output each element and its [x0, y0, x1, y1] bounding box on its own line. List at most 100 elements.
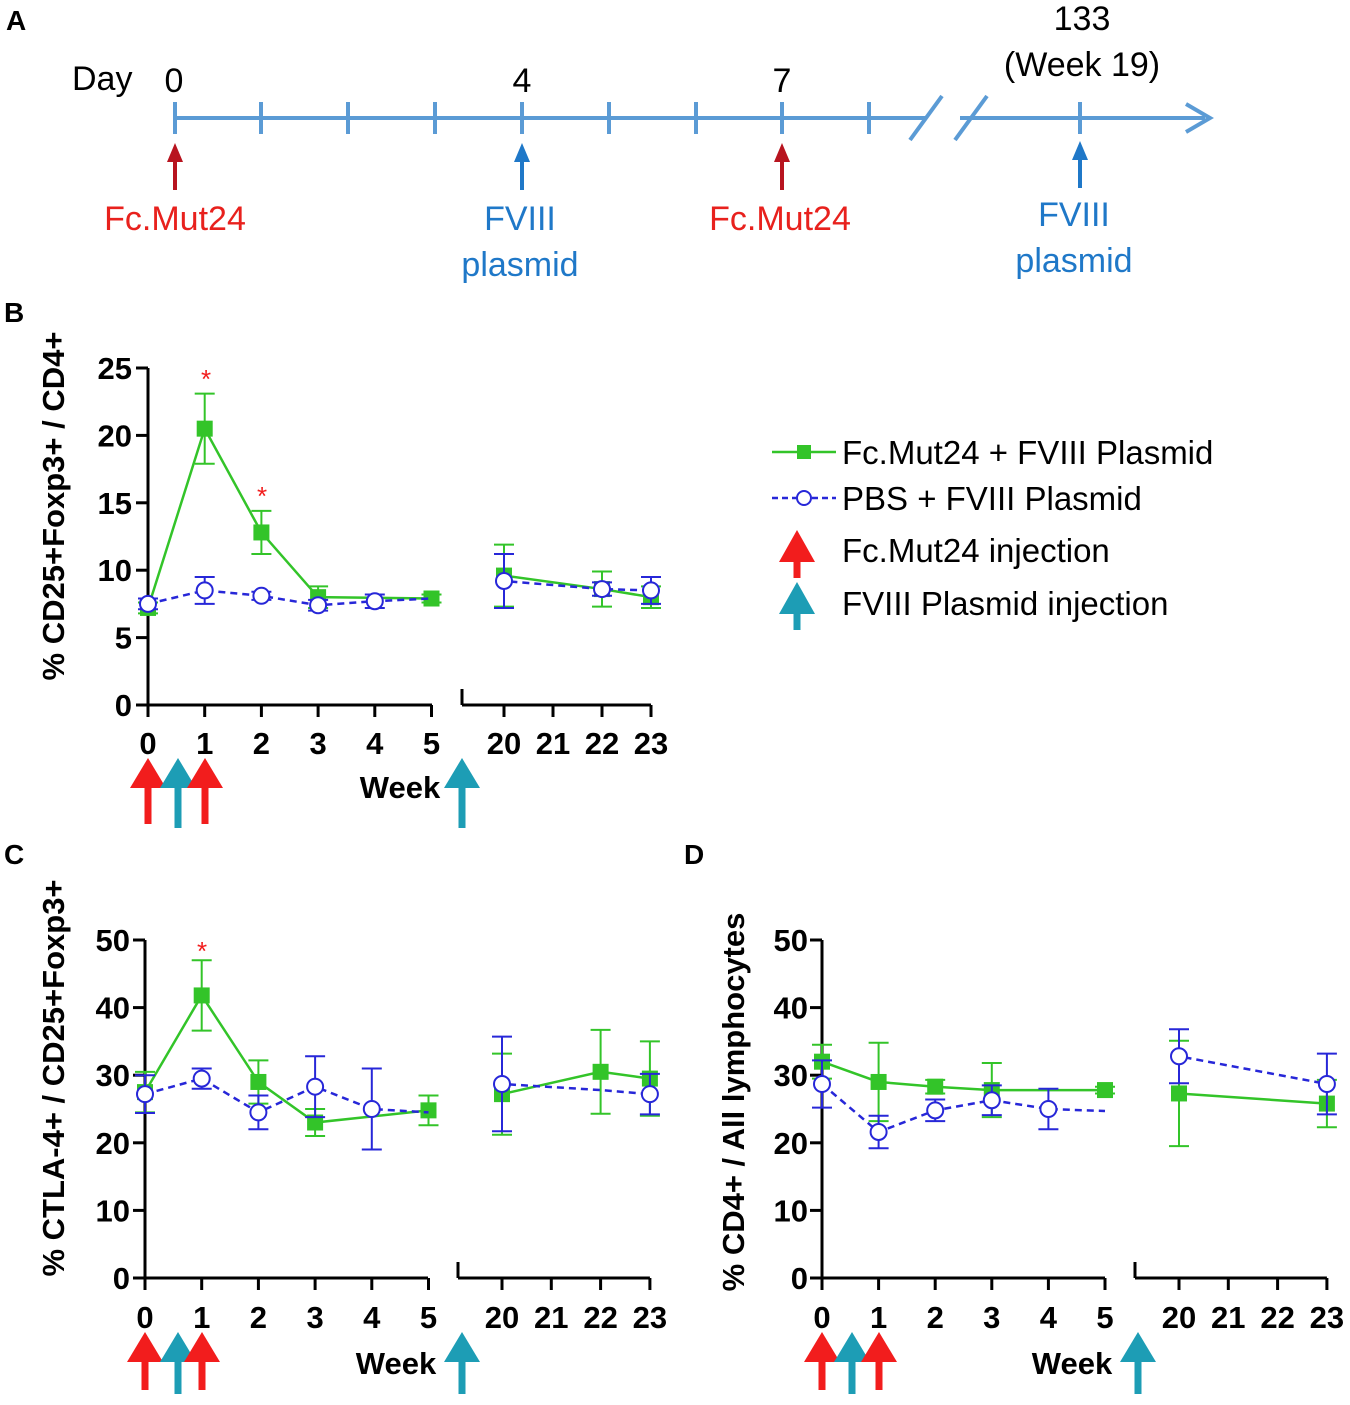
- data-point-square: [1171, 1085, 1187, 1102]
- timeline-event-label-fviii-1b: plasmid: [461, 246, 578, 284]
- arrow-up-icon: [804, 1332, 840, 1390]
- panel-label-b: B: [4, 297, 24, 328]
- x-tick-label: 2: [927, 1300, 944, 1335]
- arrow-up-icon: [444, 758, 480, 828]
- timeline-event-label-fc-2: Fc.Mut24: [709, 200, 851, 238]
- x-axis-label-b: Week: [360, 770, 441, 805]
- y-tick-label: 0: [791, 1261, 808, 1296]
- timeline-day-7: 7: [773, 62, 792, 100]
- y-tick-label: 10: [774, 1193, 808, 1228]
- x-tick-label: 20: [1162, 1300, 1196, 1335]
- legend-label-fc-injection: Fc.Mut24 injection: [842, 532, 1110, 569]
- arrow-head: [834, 1332, 870, 1362]
- x-tick-label: 5: [1096, 1300, 1113, 1335]
- y-tick-label: 40: [96, 991, 130, 1026]
- x-tick-label: 22: [585, 726, 619, 761]
- significance-marker: *: [257, 481, 267, 511]
- y-tick-label: 10: [98, 553, 132, 588]
- x-tick-label: 0: [136, 1300, 153, 1335]
- arrow-up-icon: [127, 1332, 163, 1390]
- x-tick-label: 23: [1310, 1300, 1344, 1335]
- data-point-square: [592, 1063, 609, 1080]
- data-point-circle: [642, 581, 660, 600]
- y-axis-label-b: % CD25+Foxp3+ / CD4+: [36, 332, 71, 681]
- arrow-up-icon: [160, 1332, 196, 1394]
- x-tick-label: 20: [487, 726, 521, 761]
- y-tick-label: 20: [96, 1126, 130, 1161]
- data-point-circle: [195, 581, 214, 600]
- timeline-arrowhead: [1184, 102, 1214, 134]
- y-tick-label: 30: [774, 1058, 808, 1093]
- x-tick-label: 4: [1040, 1300, 1058, 1335]
- arrow-up-icon: [184, 1332, 220, 1390]
- x-tick-label: 0: [139, 726, 156, 761]
- timeline-day-0: 0: [165, 62, 184, 100]
- data-point-square: [253, 524, 270, 541]
- panel-label-c: C: [4, 839, 24, 870]
- arrow-up-icon: [779, 582, 815, 630]
- arrow-head: [187, 758, 223, 788]
- arrow-up-icon: [779, 530, 815, 578]
- data-point-circle: [362, 1100, 381, 1118]
- data-point-square: [307, 1114, 324, 1131]
- x-tick-label: 20: [485, 1300, 519, 1335]
- series-line-fc: [146, 425, 432, 609]
- data-point-circle: [1039, 1100, 1058, 1118]
- arrow-head: [130, 758, 166, 788]
- data-point-circle: [365, 592, 384, 611]
- data-point-square: [250, 1073, 267, 1090]
- series-line-fc: [143, 993, 429, 1124]
- arrow-head: [127, 1332, 163, 1362]
- panel-label-d: D: [684, 839, 704, 870]
- arrow-head: [184, 1332, 220, 1362]
- data-point-circle: [1170, 1047, 1188, 1066]
- significance-marker: *: [197, 936, 207, 966]
- arrow-head: [1120, 1332, 1156, 1362]
- significance-marker: *: [201, 364, 211, 394]
- arrow-up-icon: [187, 758, 223, 824]
- series-line-fc: [821, 1060, 1105, 1092]
- x-tick-label: 5: [423, 726, 440, 761]
- data-point-circle: [593, 580, 611, 599]
- chart-panel-d: D % CD4+ / All lymphocytes Week 01020304…: [684, 839, 1344, 1394]
- data-point-circle: [192, 1069, 211, 1088]
- x-tick-label: 23: [633, 1300, 667, 1335]
- arrow-head: [160, 1332, 196, 1362]
- arrow-up-icon: [834, 1332, 870, 1394]
- y-axis-label-c: % CTLA-4+ / CD25+Foxp3+: [36, 879, 71, 1276]
- y-axis-label-d: % CD4+ / All lymphocytes: [716, 913, 751, 1292]
- x-tick-label: 5: [420, 1300, 437, 1335]
- legend-symbol-circle: [796, 490, 812, 506]
- data-point-circle: [926, 1101, 945, 1120]
- arrow-up-icon: [1120, 1332, 1156, 1394]
- y-tick-label: 30: [96, 1058, 130, 1093]
- x-tick-label: 2: [253, 726, 270, 761]
- data-point-circle: [136, 1085, 154, 1104]
- x-tick-label: 4: [363, 1300, 381, 1335]
- legend: Fc.Mut24 + FVIII Plasmid PBS + FVIII Pla…: [772, 434, 1213, 630]
- data-point-circle: [1317, 1074, 1336, 1093]
- series-line-pbs: [1173, 1054, 1328, 1086]
- data-point-circle: [139, 594, 157, 613]
- legend-label-fc-plasmid: Fc.Mut24 + FVIII Plasmid: [842, 434, 1213, 471]
- series-line-fc: [496, 1070, 651, 1097]
- y-tick-label: 20: [774, 1126, 808, 1161]
- arrow-up-icon: [167, 143, 183, 190]
- y-tick-label: 10: [96, 1193, 130, 1228]
- legend-symbol-square: [797, 445, 811, 459]
- x-tick-label: 21: [1211, 1300, 1245, 1335]
- data-point-circle: [869, 1122, 888, 1141]
- data-point-square: [193, 987, 210, 1004]
- data-point-circle: [249, 1103, 268, 1122]
- timeline-event-arrows: [167, 141, 1088, 190]
- data-point-square: [1097, 1082, 1113, 1099]
- series-line-pbs: [144, 1077, 429, 1114]
- arrow-up-icon: [1072, 141, 1088, 188]
- arrow-up-icon: [514, 143, 530, 190]
- timeline-break-1: [908, 94, 944, 142]
- series-line-fc: [1173, 1092, 1327, 1105]
- x-tick-label: 1: [193, 1300, 210, 1335]
- x-tick-label: 3: [309, 726, 326, 761]
- data-point-square: [196, 420, 213, 437]
